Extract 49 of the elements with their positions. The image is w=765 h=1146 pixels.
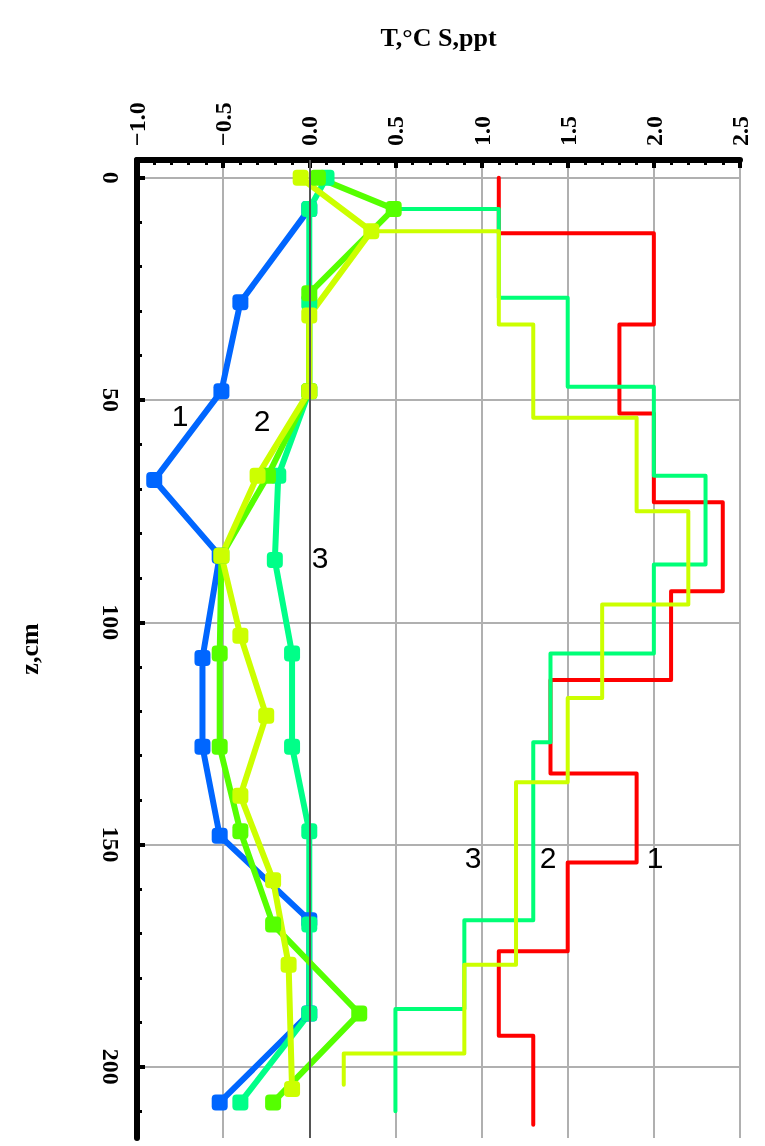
point <box>284 1081 301 1098</box>
annotation: 2 <box>539 840 557 874</box>
point <box>265 872 282 889</box>
annotation: 2 <box>253 403 271 437</box>
point <box>351 1005 368 1022</box>
point <box>258 707 275 724</box>
point <box>309 169 326 186</box>
x-tick-label: 1.5 <box>554 116 581 146</box>
annotation: 1 <box>171 398 189 432</box>
point <box>232 294 249 311</box>
point <box>249 467 266 484</box>
x-axis-title: T,°C S,ppt <box>380 22 497 52</box>
x-tick-label: 2.5 <box>727 116 753 146</box>
y-tick-label: 50 <box>98 388 124 413</box>
point <box>284 738 301 755</box>
point <box>284 645 301 662</box>
point <box>280 956 297 973</box>
point <box>194 649 211 666</box>
x-tick-label: −0.5 <box>210 102 237 146</box>
x-tick-label: 2.0 <box>640 116 667 146</box>
point <box>232 787 249 804</box>
point <box>292 169 309 186</box>
y-tick-label: 0 <box>98 171 124 184</box>
x-tick-label: 1.0 <box>468 116 495 146</box>
point <box>146 472 163 489</box>
point <box>211 1094 228 1111</box>
x-tick-label: −1.0 <box>124 102 150 146</box>
x-tick-label: 0.0 <box>296 116 323 146</box>
point <box>385 200 402 217</box>
point <box>211 738 228 755</box>
point <box>211 645 228 662</box>
y-tick-label: 100 <box>98 604 124 641</box>
y-tick-label: 200 <box>98 1048 124 1085</box>
annotation: 3 <box>311 540 329 574</box>
annotation: 1 <box>646 840 664 874</box>
point <box>232 627 249 644</box>
point <box>363 223 380 240</box>
y-tick-label: 150 <box>98 826 124 863</box>
point <box>265 916 282 933</box>
point <box>213 383 230 400</box>
point <box>232 1094 249 1111</box>
point <box>194 738 211 755</box>
point <box>266 552 283 569</box>
annotation: 3 <box>464 840 482 874</box>
point <box>265 1094 282 1111</box>
point <box>211 827 228 844</box>
point <box>232 823 249 840</box>
x-tick-label: 0.5 <box>382 116 409 146</box>
y-axis-title: z,cm <box>14 623 44 675</box>
